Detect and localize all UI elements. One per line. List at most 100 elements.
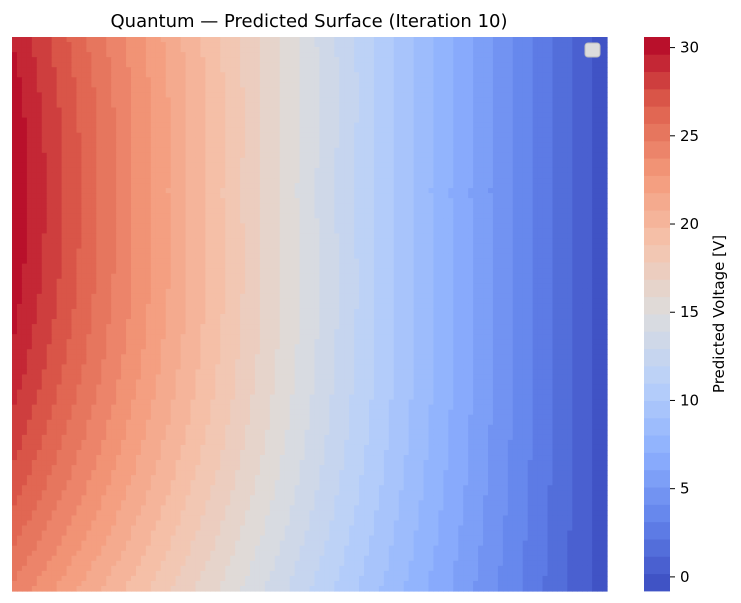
- surface-cell: [393, 198, 400, 204]
- surface-cell: [195, 52, 202, 58]
- surface-cell: [602, 142, 608, 149]
- surface-cell: [577, 122, 583, 129]
- surface-cell: [195, 37, 202, 43]
- surface-cell: [289, 188, 296, 194]
- surface-cell: [190, 117, 197, 124]
- surface-cell: [150, 47, 157, 53]
- surface-cell: [468, 52, 474, 58]
- surface-cell: [279, 228, 286, 235]
- surface-cell: [230, 188, 236, 194]
- surface-cell: [413, 57, 420, 63]
- surface-cell: [314, 72, 321, 78]
- surface-cell: [448, 152, 454, 159]
- surface-cell: [235, 92, 241, 99]
- surface-cell: [76, 62, 83, 68]
- surface-cell: [195, 112, 202, 119]
- surface-cell: [587, 162, 593, 169]
- surface-cell: [428, 157, 435, 164]
- surface-cell: [245, 213, 251, 219]
- surface-cell: [274, 107, 281, 114]
- surface-cell: [418, 188, 425, 194]
- surface-cell: [359, 47, 365, 53]
- surface-cell: [111, 42, 117, 48]
- surface-cell: [205, 208, 211, 214]
- surface-cell: [324, 228, 330, 235]
- surface-cell: [334, 62, 340, 68]
- surface-cell: [56, 178, 63, 184]
- surface-cell: [572, 132, 578, 139]
- surface-cell: [517, 47, 524, 53]
- surface-cell: [195, 218, 202, 224]
- surface-cell: [274, 137, 281, 144]
- surface-cell: [339, 152, 345, 159]
- surface-cell: [497, 132, 504, 139]
- surface-cell: [86, 42, 92, 48]
- surface-cell: [378, 213, 385, 219]
- surface-cell: [473, 152, 479, 159]
- surface-cell: [542, 218, 549, 224]
- surface-cell: [369, 172, 375, 179]
- surface-cell: [200, 172, 206, 179]
- surface-cell: [116, 152, 122, 159]
- surface-cell: [597, 107, 603, 114]
- surface-cell: [527, 117, 534, 124]
- surface-cell: [284, 213, 291, 219]
- surface-cell: [373, 223, 380, 229]
- surface-cell: [155, 238, 162, 245]
- surface-cell: [240, 57, 246, 63]
- surface-cell: [165, 152, 172, 159]
- surface-cell: [126, 243, 132, 250]
- surface-cell: [41, 172, 48, 179]
- surface-cell: [334, 188, 340, 194]
- surface-cell: [26, 188, 33, 194]
- surface-cell: [552, 208, 559, 214]
- surface-cell: [215, 92, 221, 99]
- surface-cell: [81, 233, 87, 240]
- surface-cell: [106, 97, 112, 104]
- surface-cell: [492, 127, 499, 134]
- surface-cell: [339, 162, 345, 169]
- surface-cell: [279, 107, 286, 114]
- surface-cell: [76, 203, 83, 209]
- surface-cell: [190, 183, 197, 189]
- surface-cell: [488, 37, 494, 43]
- surface-cell: [592, 183, 598, 189]
- surface-cell: [269, 147, 276, 154]
- surface-cell: [185, 107, 192, 114]
- surface-cell: [473, 117, 479, 124]
- surface-cell: [418, 77, 425, 83]
- surface-cell: [522, 238, 529, 245]
- surface-cell: [91, 107, 97, 114]
- surface-cell: [46, 57, 53, 63]
- surface-cell: [359, 213, 365, 219]
- surface-cell: [21, 77, 28, 83]
- surface-cell: [349, 162, 355, 169]
- surface-cell: [61, 42, 68, 48]
- surface-cell: [284, 178, 291, 184]
- surface-cell: [294, 52, 301, 58]
- surface-cell: [408, 127, 415, 134]
- surface-cell: [155, 107, 162, 114]
- surface-cell: [254, 183, 261, 189]
- surface-cell: [408, 208, 415, 214]
- surface-cell: [373, 37, 380, 43]
- surface-cell: [349, 87, 355, 93]
- surface-cell: [567, 147, 573, 154]
- surface-cell: [488, 188, 494, 194]
- surface-cell: [413, 67, 420, 73]
- surface-cell: [56, 172, 63, 179]
- surface-cell: [61, 82, 68, 88]
- surface-cell: [448, 167, 454, 174]
- surface-cell: [155, 112, 162, 119]
- surface-cell: [478, 213, 484, 219]
- surface-cell: [428, 52, 435, 58]
- surface-cell: [150, 188, 157, 194]
- surface-cell: [101, 127, 107, 134]
- surface-cell: [205, 132, 211, 139]
- surface-cell: [334, 243, 340, 250]
- surface-cell: [369, 37, 375, 43]
- surface-cell: [582, 157, 588, 164]
- surface-cell: [175, 37, 182, 43]
- surface-cell: [512, 42, 519, 48]
- surface-cell: [413, 188, 420, 194]
